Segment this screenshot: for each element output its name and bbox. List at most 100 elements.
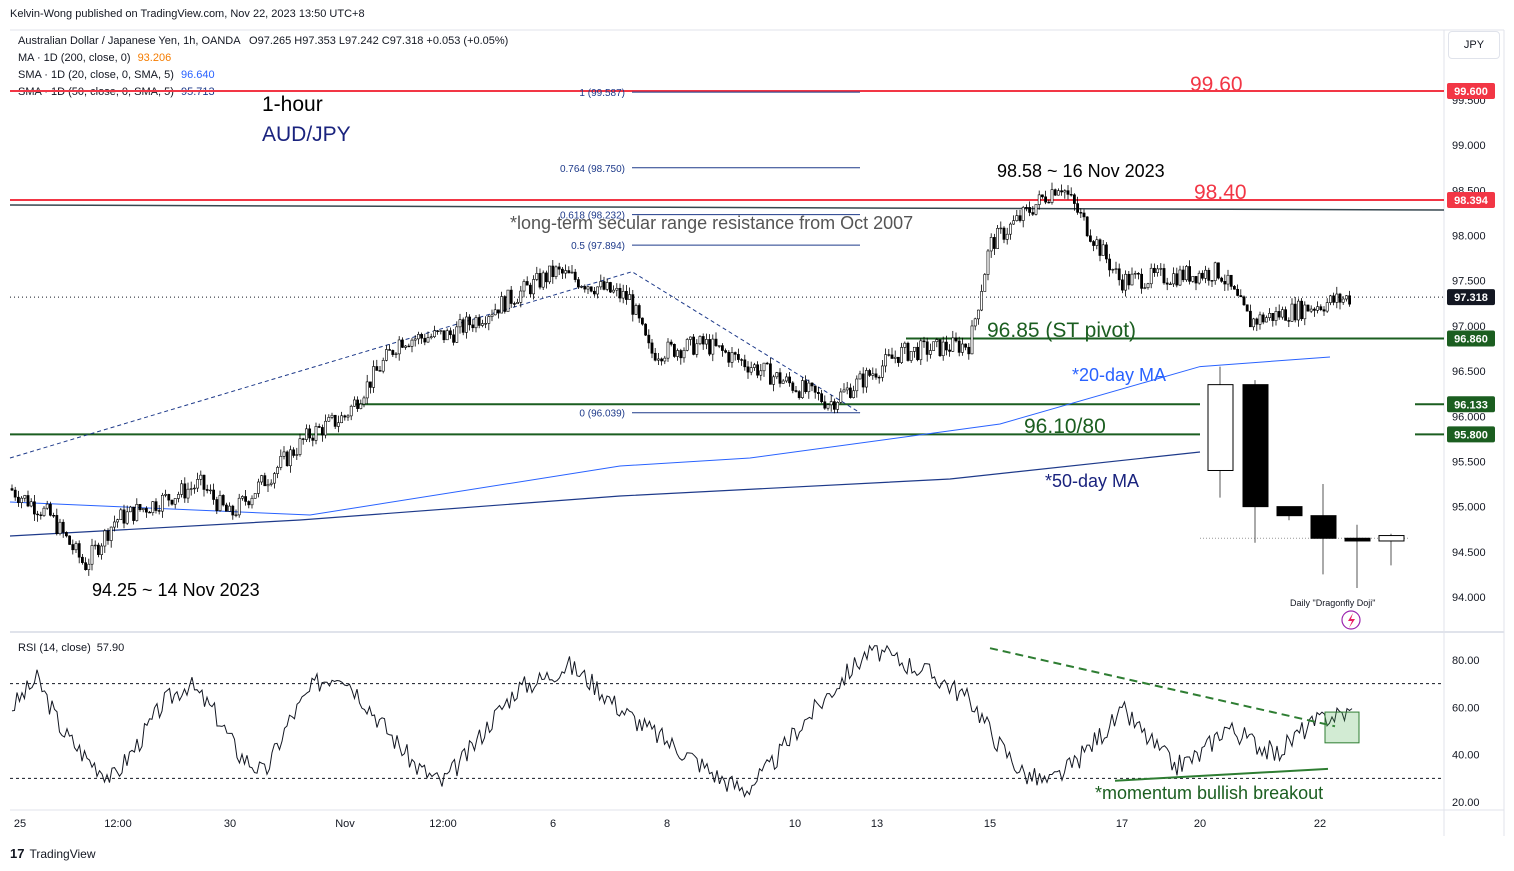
hourly-candle-body [637, 305, 641, 319]
hourly-candle-body [848, 387, 852, 398]
hourly-candle-body [589, 286, 593, 292]
time-axis-label: 8 [664, 818, 670, 830]
hourly-candle-body [1313, 308, 1316, 311]
hourly-candle-body [634, 305, 638, 315]
hourly-candle-body [132, 506, 136, 521]
hourly-candle-body [400, 339, 404, 348]
hourly-candle-body [304, 428, 308, 440]
price-badge-label: 96.860 [1454, 334, 1488, 346]
hourly-candle-body [129, 506, 132, 513]
hourly-candle-body [177, 494, 180, 499]
hourly-candle-body [97, 544, 100, 555]
hourly-candle-body [247, 501, 251, 506]
hourly-candle-body [944, 341, 948, 351]
hourly-candle-body [532, 279, 536, 295]
hourly-candle-body [653, 352, 657, 361]
time-axis-label: 10 [789, 818, 801, 830]
hourly-candle-body [832, 401, 836, 410]
time-axis-label: 17 [1116, 818, 1128, 830]
hourly-candle-body [794, 390, 798, 392]
daily-candle-body [1344, 537, 1371, 542]
hourly-candle-body [573, 271, 577, 280]
hourly-candle-body [1271, 313, 1275, 321]
daily-candle-body [1242, 384, 1269, 508]
hourly-candle-body [810, 382, 814, 387]
hourly-candle-body [266, 484, 270, 487]
hourly-candle-body [775, 372, 779, 378]
time-axis-label: 25 [14, 818, 26, 830]
hourly-candle-body [973, 318, 977, 327]
hourly-candle-body [551, 265, 555, 278]
hourly-candle-body [109, 526, 113, 541]
hourly-candle-body [1201, 272, 1204, 279]
hourly-candle-body [800, 380, 804, 398]
hourly-candle-body [717, 345, 721, 347]
hourly-candle-body [816, 392, 820, 394]
hourly-candle-body [468, 316, 472, 326]
hourly-candle-body [1047, 201, 1051, 204]
indicator-sma20[interactable]: SMA · 1D (20, close, 0, SMA, 5) 96.640 [18, 69, 215, 81]
ma20-note: *20-day MA [1072, 365, 1166, 385]
hourly-candle-body [749, 367, 753, 373]
hourly-candle-body [986, 250, 990, 275]
hourly-candle-body [1207, 269, 1211, 281]
hourly-candle-body [1111, 269, 1115, 271]
rsi-label[interactable]: RSI (14, close) 57.90 [18, 642, 124, 654]
hourly-candle-body [992, 237, 996, 249]
symbol-name[interactable]: Australian Dollar / Japanese Yen, 1h, OA… [18, 35, 240, 47]
lightning-icon[interactable] [1341, 610, 1361, 630]
level-9840-label: 98.40 [1194, 181, 1247, 204]
hourly-candle-body [858, 373, 862, 380]
hourly-candle-body [941, 341, 945, 357]
hourly-candle-body [484, 323, 488, 325]
hourly-candle-body [103, 530, 107, 547]
hourly-candle-body [90, 545, 94, 565]
hourly-candle-body [1300, 300, 1304, 320]
hourly-candle-body [685, 339, 689, 351]
tradingview-brand[interactable]: 17 TradingView [10, 846, 96, 861]
hourly-candle-body [13, 489, 17, 498]
hourly-candle-body [797, 391, 801, 398]
hourly-candle-body [1338, 293, 1342, 303]
hourly-candle-body [560, 268, 564, 274]
currency-unit-button[interactable]: JPY [1448, 31, 1500, 59]
hourly-candle-body [29, 501, 33, 507]
hourly-candle-body [1284, 309, 1288, 321]
hourly-candle-body [148, 511, 152, 514]
hourly-candle-body [241, 496, 244, 499]
hourly-candle-body [87, 563, 91, 571]
hourly-candle-body [202, 474, 206, 490]
hourly-candle-body [804, 380, 808, 393]
hourly-candle-body [852, 390, 856, 398]
hourly-candle-body [71, 544, 75, 551]
hourly-candle-body [1316, 306, 1320, 311]
hourly-candle-body [32, 501, 36, 515]
hourly-candle-body [596, 286, 600, 295]
hourly-candle-body [1348, 295, 1352, 305]
hourly-candle-body [1034, 204, 1038, 215]
hourly-candle-body [663, 357, 667, 362]
hourly-candle-body [1031, 212, 1035, 215]
indicator-ma200[interactable]: MA · 1D (200, close, 0) 93.206 [18, 52, 172, 64]
hourly-candle-body [976, 309, 980, 320]
hourly-candle-body [1002, 227, 1006, 240]
hourly-candle-body [36, 513, 40, 516]
resistance-note: *long-term secular range resistance from… [510, 213, 913, 233]
hourly-candle-body [762, 362, 766, 372]
price-chart[interactable]: 1 (99.587) 0.764 (98.750) 0.618 (98.232) 0.… [0, 0, 1514, 846]
hourly-candle-body [215, 499, 219, 511]
price-axis-label: 99.000 [1452, 140, 1486, 152]
hourly-candle-body [695, 343, 699, 355]
daily-candle-body [1310, 515, 1337, 539]
hourly-candle-body [343, 415, 347, 418]
hourly-candle-body [496, 309, 500, 314]
indicator-sma50[interactable]: SMA · 1D (50, close, 0, SMA, 5) 95.713 [18, 86, 215, 98]
hourly-candle-body [877, 376, 881, 379]
hourly-candle-body [916, 346, 920, 361]
hourly-candle-body [682, 349, 686, 359]
price-badge-label: 99.600 [1454, 86, 1488, 98]
price-axis-label: 94.000 [1452, 592, 1486, 604]
hourly-candle-body [855, 378, 859, 392]
hourly-candle-body [980, 291, 984, 311]
level-9960-label: 99.60 [1190, 73, 1243, 96]
